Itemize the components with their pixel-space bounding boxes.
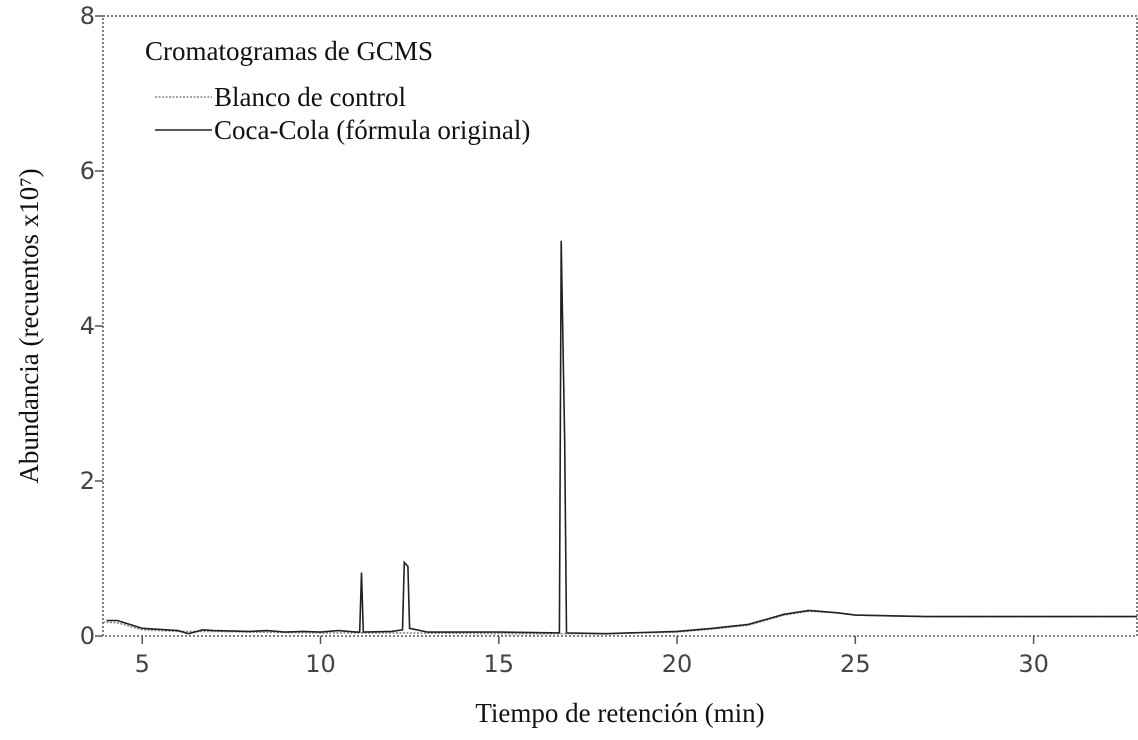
legend-title: Cromatogramas de GCMS <box>145 36 433 66</box>
y-tick-label: 4 <box>80 312 95 340</box>
y-tick-label: 2 <box>80 467 95 495</box>
legend-label: Coca-Cola (fórmula original) <box>214 115 530 145</box>
x-tick-label: 10 <box>305 650 336 678</box>
x-tick-label: 25 <box>840 650 871 678</box>
x-axis-label: Tiempo de retención (min) <box>475 698 764 728</box>
series-line <box>106 240 1137 635</box>
x-tick-label: 20 <box>662 650 693 678</box>
y-tick-label: 0 <box>80 622 95 650</box>
y-axis-label: Abundancia (recuentos x10⁷) <box>14 168 44 483</box>
y-tick-label: 6 <box>80 157 95 185</box>
y-tick-label: 8 <box>80 2 95 30</box>
x-tick-label: 30 <box>1018 650 1049 678</box>
x-tick-label: 15 <box>483 650 514 678</box>
legend-label: Blanco de control <box>214 82 406 112</box>
x-tick-label: 5 <box>135 650 150 678</box>
